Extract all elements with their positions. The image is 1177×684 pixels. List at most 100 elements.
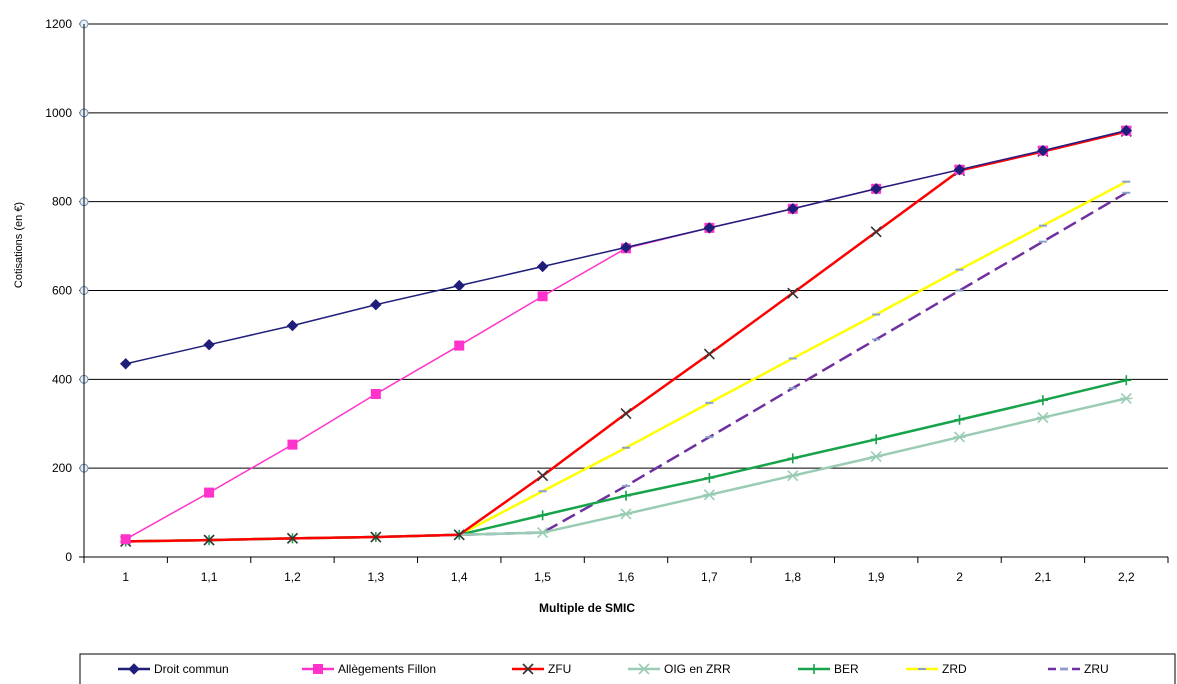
marker-stroke [286, 532, 299, 544]
x-tick-label: 1 [122, 570, 129, 584]
data-point [870, 183, 882, 195]
data-point [537, 291, 548, 302]
data-point [1121, 375, 1132, 386]
grid [84, 23, 1168, 469]
x-tick-label: 1,9 [868, 570, 885, 584]
legend-swatch-marker [522, 663, 534, 675]
marker-stroke [870, 226, 882, 238]
x-tick-labels: 1 1,1 1,2 1,3 1,4 1,5 1,6 1,7 1,8 1,9 2 2,1 2,2 [122, 570, 1135, 584]
data-point [704, 472, 715, 483]
x-tick-label: 2,1 [1035, 570, 1052, 584]
series-line [125, 130, 1127, 543]
y-tick-label: 1000 [45, 106, 72, 120]
data-point [870, 451, 883, 463]
data-point [620, 508, 632, 520]
legend-label: Allègements Fillon [338, 662, 436, 676]
x-tick-label: 1,5 [534, 570, 551, 584]
legend-entry: OIG en ZRR [628, 662, 731, 676]
data-point [786, 470, 799, 482]
data-point [120, 534, 131, 545]
series-line [125, 379, 1127, 543]
data-point [453, 529, 465, 541]
data-point [286, 319, 299, 332]
marker-stroke [370, 531, 382, 543]
axes [79, 19, 1169, 563]
data-point [203, 534, 215, 546]
data-point [703, 489, 716, 501]
data-point [621, 490, 631, 501]
x-tick-label: 1,2 [284, 570, 301, 584]
y-axis-label: Cotisations (en €) [13, 202, 25, 288]
data-point [204, 487, 215, 498]
data-point [1036, 411, 1049, 424]
legend-label: OIG en ZRR [664, 662, 731, 676]
x-tick-label: 1,6 [618, 570, 635, 584]
series-line [125, 129, 1127, 540]
data-point [787, 203, 799, 215]
series-zfu [120, 125, 1132, 548]
x-axis-label: Multiple de SMIC [539, 601, 635, 615]
legend-label: ZRD [942, 662, 967, 676]
legend-entry: Allègements Fillon [302, 662, 436, 676]
marker-stroke [537, 470, 549, 482]
data-point [703, 222, 716, 234]
series-droit-commun [119, 124, 1133, 370]
data-point [1037, 395, 1048, 406]
series-oig-en-zrr [119, 392, 1133, 548]
marker-stroke [453, 529, 465, 541]
x-tick-label: 1,4 [451, 570, 468, 584]
data-point [454, 340, 465, 351]
data-point [537, 470, 549, 482]
series-all-gements-fillon [120, 125, 1132, 545]
marker-stroke [703, 348, 715, 360]
data-point [953, 431, 966, 443]
data-point [537, 510, 548, 521]
data-point [1120, 124, 1133, 137]
data-point [954, 414, 965, 425]
y-tick-label: 600 [52, 284, 72, 298]
data-point [453, 279, 465, 292]
data-point [620, 407, 632, 420]
data-point [1120, 392, 1133, 404]
marker-stroke [620, 407, 632, 420]
legend-label: ZFU [548, 662, 571, 676]
y-tick-labels: 0 200 400 600 800 1000 1200 [45, 17, 72, 564]
legend-entry: BER [798, 662, 859, 676]
legend-entry: ZFU [512, 662, 571, 676]
legend-label: ZRU [1084, 662, 1109, 676]
data-point [620, 241, 632, 254]
marker-stroke [787, 287, 799, 299]
legend-swatch-marker [638, 663, 650, 675]
data-point [703, 348, 715, 360]
data-point [536, 260, 549, 273]
data-point [286, 532, 299, 544]
data-point [787, 453, 798, 464]
marker-stroke [522, 663, 534, 675]
x-tick-label: 2 [956, 570, 963, 584]
y-tick-label: 200 [52, 461, 72, 475]
series-line [125, 397, 1127, 543]
legend-swatch-marker [128, 663, 140, 675]
data-point [953, 163, 966, 176]
data-point [370, 531, 382, 543]
data-point [370, 388, 381, 399]
data-point [871, 434, 882, 445]
data-point [287, 439, 298, 450]
x-tick-label: 2,2 [1118, 570, 1135, 584]
legend-label: Droit commun [154, 662, 229, 676]
legend: Droit commun Allègements Fillon ZFU OIG en … [79, 653, 1176, 684]
x-tick-label: 1,3 [368, 570, 385, 584]
data-point [370, 299, 382, 311]
legend-entry: Droit commun [118, 662, 229, 676]
x-tick-label: 1,1 [201, 570, 218, 584]
series-group [119, 124, 1133, 548]
data-point [203, 338, 215, 351]
y-tick-label: 0 [65, 550, 72, 564]
marker-stroke [203, 534, 215, 546]
data-point [870, 226, 882, 238]
x-tick-label: 1,8 [784, 570, 801, 584]
series-line [125, 180, 1127, 543]
data-point [1037, 144, 1049, 157]
y-tick-label: 800 [52, 195, 72, 209]
series-zrd [121, 180, 1131, 543]
